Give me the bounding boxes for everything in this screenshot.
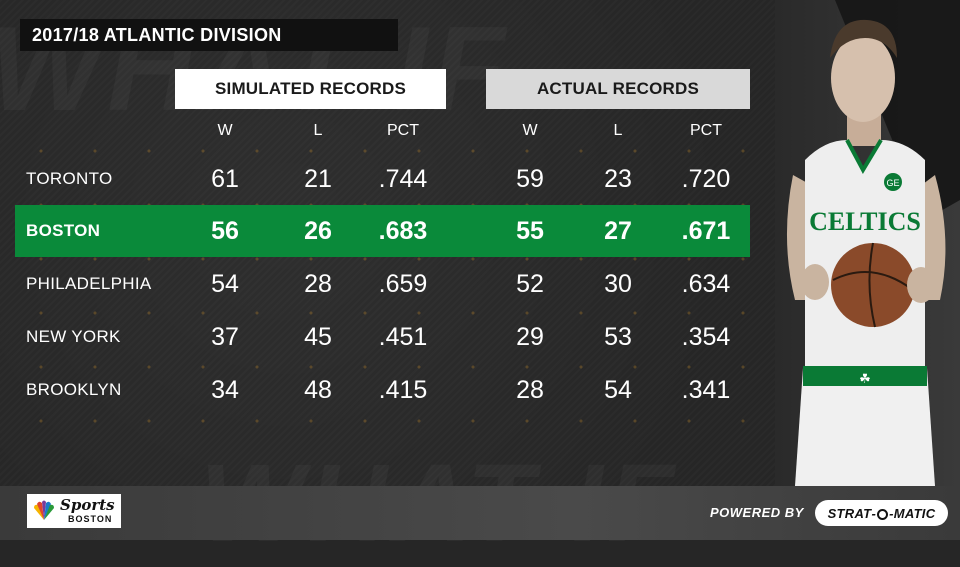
team-name: BOSTON [26,221,101,240]
actual-records-header: ACTUAL RECORDS [486,69,750,109]
shamrock-icon: ☘ [859,372,871,387]
strat-logo-right: MATIC [893,505,936,521]
sim-wins: 61 [211,164,239,193]
act-pct: .341 [681,375,731,404]
act-wins: 28 [516,375,544,404]
act-wins: 52 [516,269,544,298]
sim-losses: 28 [304,269,332,298]
strat-o-matic-logo: STRAT - - MATIC [815,500,948,526]
footer-bar [0,486,960,540]
act-losses: 23 [604,164,632,193]
col-sim-l: L [313,122,323,139]
powered-by-text: POWERED BY [710,505,804,520]
act-pct: .671 [681,216,731,245]
act-losses: 54 [604,375,632,404]
jersey-lettering: CELTICS [809,207,921,236]
table-row: BROOKLYN 34 48 .415 28 54 .341 [0,364,750,416]
table-row: TORONTO 61 21 .744 59 23 .720 [0,153,750,205]
act-losses: 30 [604,269,632,298]
nbc-sports-boston-logo: Sports BOSTON [27,494,121,528]
act-wins: 55 [516,216,544,245]
col-act-l: L [613,122,623,139]
team-name: PHILADELPHIA [26,274,152,293]
table-row-highlighted: BOSTON 56 26 .683 55 27 .671 [15,205,750,257]
col-sim-w: W [217,122,233,139]
sim-pct: .683 [378,216,428,245]
player-illustration: CELTICS GE ☘ [775,0,960,486]
sim-pct: .451 [378,322,428,351]
page-title: 2017/18 ATLANTIC DIVISION [32,24,282,45]
player-photo: CELTICS GE ☘ [775,0,960,486]
background-dot-grid [0,100,800,440]
sim-losses: 45 [304,322,332,351]
act-pct: .634 [681,269,731,298]
col-act-w: W [522,122,538,139]
title-bar: 2017/18 ATLANTIC DIVISION [20,19,398,51]
sim-pct: .659 [378,269,428,298]
sim-wins: 37 [211,322,239,351]
logo-city-text: BOSTON [68,514,113,524]
act-losses: 53 [604,322,632,351]
sim-pct: .415 [378,375,428,404]
sim-wins: 34 [211,375,239,404]
sim-losses: 26 [304,216,332,245]
strat-logo-o-icon [877,508,889,520]
act-wins: 59 [516,164,544,193]
strat-logo-left: STRAT [827,505,872,521]
act-pct: .354 [681,322,731,351]
sim-pct: .744 [378,164,428,193]
team-name: BROOKLYN [26,380,122,399]
act-pct: .720 [681,164,731,193]
table-row: PHILADELPHIA 54 28 .659 52 30 .634 [0,258,750,310]
sim-wins: 54 [211,269,239,298]
act-wins: 29 [516,322,544,351]
col-act-pct: PCT [690,122,722,139]
logo-sports-text: Sports [60,496,115,514]
sim-wins: 56 [211,216,239,245]
team-name: TORONTO [26,169,113,188]
team-name: NEW YORK [26,327,121,346]
peacock-icon [34,500,54,520]
col-sim-pct: PCT [387,122,419,139]
sim-losses: 48 [304,375,332,404]
sim-losses: 21 [304,164,332,193]
table-row: NEW YORK 37 45 .451 29 53 .354 [0,311,750,363]
simulated-records-header: SIMULATED RECORDS [175,69,446,109]
act-losses: 27 [604,216,632,245]
jersey-sponsor-badge: GE [886,178,899,188]
